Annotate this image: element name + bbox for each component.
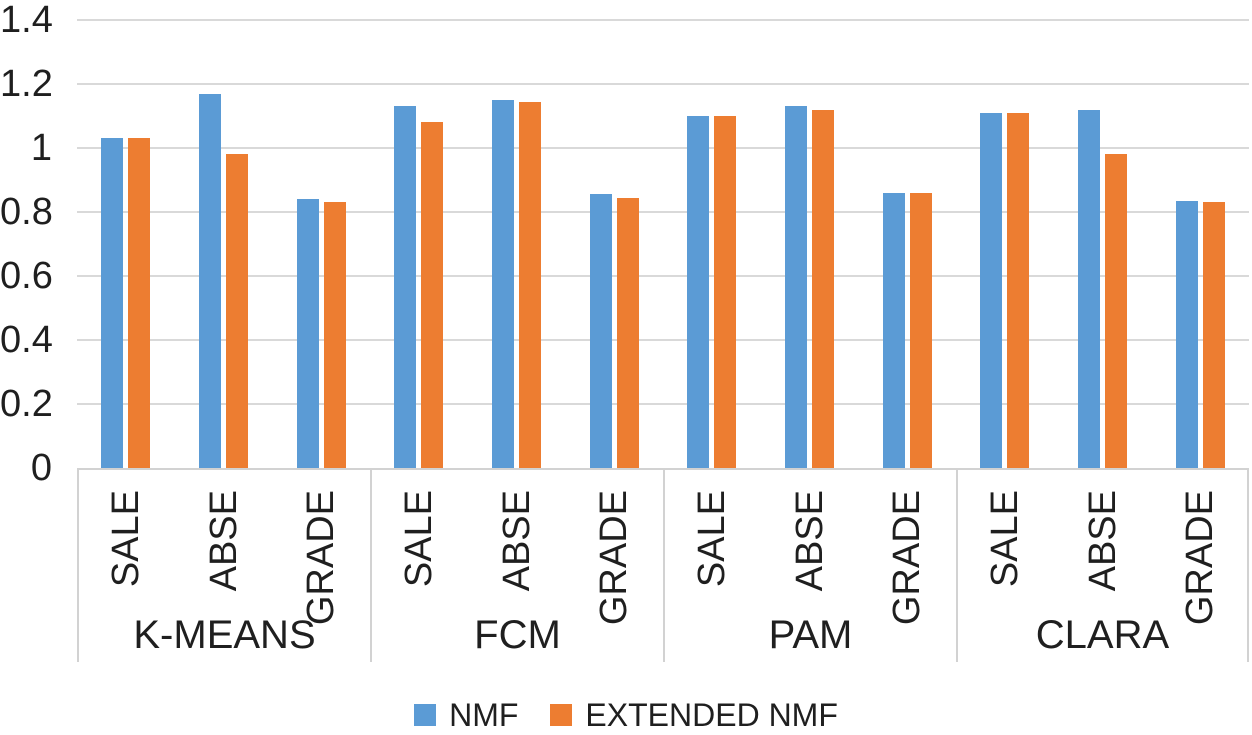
legend-swatch-nmf <box>414 704 437 726</box>
category-label-pam-sale: SALE <box>690 490 733 588</box>
gridline <box>77 339 1249 341</box>
legend-label-extended-nmf: EXTENDED NMF <box>585 697 838 733</box>
axis-group-box-pam: SALE ABSE GRADE PAM <box>663 470 956 662</box>
bar-clara-grade-extended-nmf <box>1202 202 1225 468</box>
group-label-pam: PAM <box>768 613 853 657</box>
axis-group-box-clara: SALE ABSE GRADE CLARA <box>956 470 1249 662</box>
bar-k-means-sale-nmf <box>101 138 124 468</box>
legend-item-nmf: NMF <box>414 697 518 733</box>
group-label-k-means: K-MEANS <box>133 613 316 657</box>
group-label-clara: CLARA <box>1035 613 1170 657</box>
bar-pam-grade-extended-nmf <box>909 192 932 468</box>
bar-fcm-grade-nmf <box>589 194 612 468</box>
gridline <box>77 211 1249 213</box>
y-axis-tick-label: 0.6 <box>0 255 53 297</box>
legend: NMF EXTENDED NMF <box>0 695 1252 735</box>
axis-group-box-k-means: SALE ABSE GRADE K-MEANS <box>77 470 370 662</box>
bar-pam-sale-nmf <box>687 116 710 468</box>
bar-clara-sale-nmf <box>980 112 1003 468</box>
bar-fcm-abse-extended-nmf <box>519 101 541 468</box>
bar-k-means-grade-extended-nmf <box>323 202 346 468</box>
category-label-pam-grade: GRADE <box>886 490 929 626</box>
bar-pam-grade-nmf <box>882 192 905 468</box>
gridline <box>77 19 1249 21</box>
legend-swatch-extended-nmf <box>550 704 573 726</box>
bar-fcm-sale-nmf <box>394 106 417 468</box>
category-label-pam-abse: ABSE <box>788 490 831 592</box>
bar-k-means-abse-extended-nmf <box>226 154 248 468</box>
y-axis-tick-label: 0 <box>30 447 52 489</box>
bar-pam-sale-extended-nmf <box>714 116 737 468</box>
bar-pam-abse-extended-nmf <box>812 109 834 468</box>
category-label-clara-grade: GRADE <box>1179 490 1222 626</box>
bar-k-means-abse-nmf <box>199 93 221 468</box>
gridline <box>77 403 1249 405</box>
bar-fcm-grade-extended-nmf <box>616 197 639 468</box>
y-axis-tick-label: 1 <box>30 127 52 169</box>
x-axis: SALE ABSE GRADE K-MEANS SALE ABSE GRADE FCM SALE… <box>77 468 1249 662</box>
bar-fcm-abse-nmf <box>492 100 514 468</box>
bar-fcm-sale-extended-nmf <box>421 122 444 468</box>
bar-clara-sale-extended-nmf <box>1007 112 1030 468</box>
bar-k-means-grade-nmf <box>296 199 319 468</box>
bar-pam-abse-nmf <box>785 106 807 468</box>
category-label-k-means-grade: GRADE <box>300 490 343 626</box>
group-label-fcm: FCM <box>474 613 561 657</box>
y-axis-tick-label: 0.8 <box>0 191 53 233</box>
category-label-k-means-sale: SALE <box>104 490 147 588</box>
y-axis-tick-label: 0.4 <box>0 319 53 361</box>
category-label-clara-abse: ABSE <box>1081 490 1124 592</box>
gridline <box>77 275 1249 277</box>
bar-clara-grade-nmf <box>1175 200 1198 468</box>
y-axis-tick-label: 1.4 <box>0 0 53 41</box>
gridline <box>77 83 1249 85</box>
category-label-k-means-abse: ABSE <box>202 490 245 592</box>
bar-clara-abse-extended-nmf <box>1105 154 1127 468</box>
category-label-fcm-sale: SALE <box>397 490 440 588</box>
category-label-clara-sale: SALE <box>983 490 1026 588</box>
bar-clara-abse-nmf <box>1078 109 1100 468</box>
legend-label-nmf: NMF <box>449 697 519 733</box>
legend-item-extended-nmf: EXTENDED NMF <box>550 697 838 733</box>
axis-group-box-fcm: SALE ABSE GRADE FCM <box>370 470 663 662</box>
category-label-fcm-grade: GRADE <box>593 490 636 626</box>
bar-k-means-sale-extended-nmf <box>128 138 151 468</box>
y-axis-tick-label: 1.2 <box>0 63 53 105</box>
category-label-fcm-abse: ABSE <box>495 490 538 592</box>
gridline <box>77 147 1249 149</box>
y-axis-tick-label: 0.2 <box>0 383 53 425</box>
